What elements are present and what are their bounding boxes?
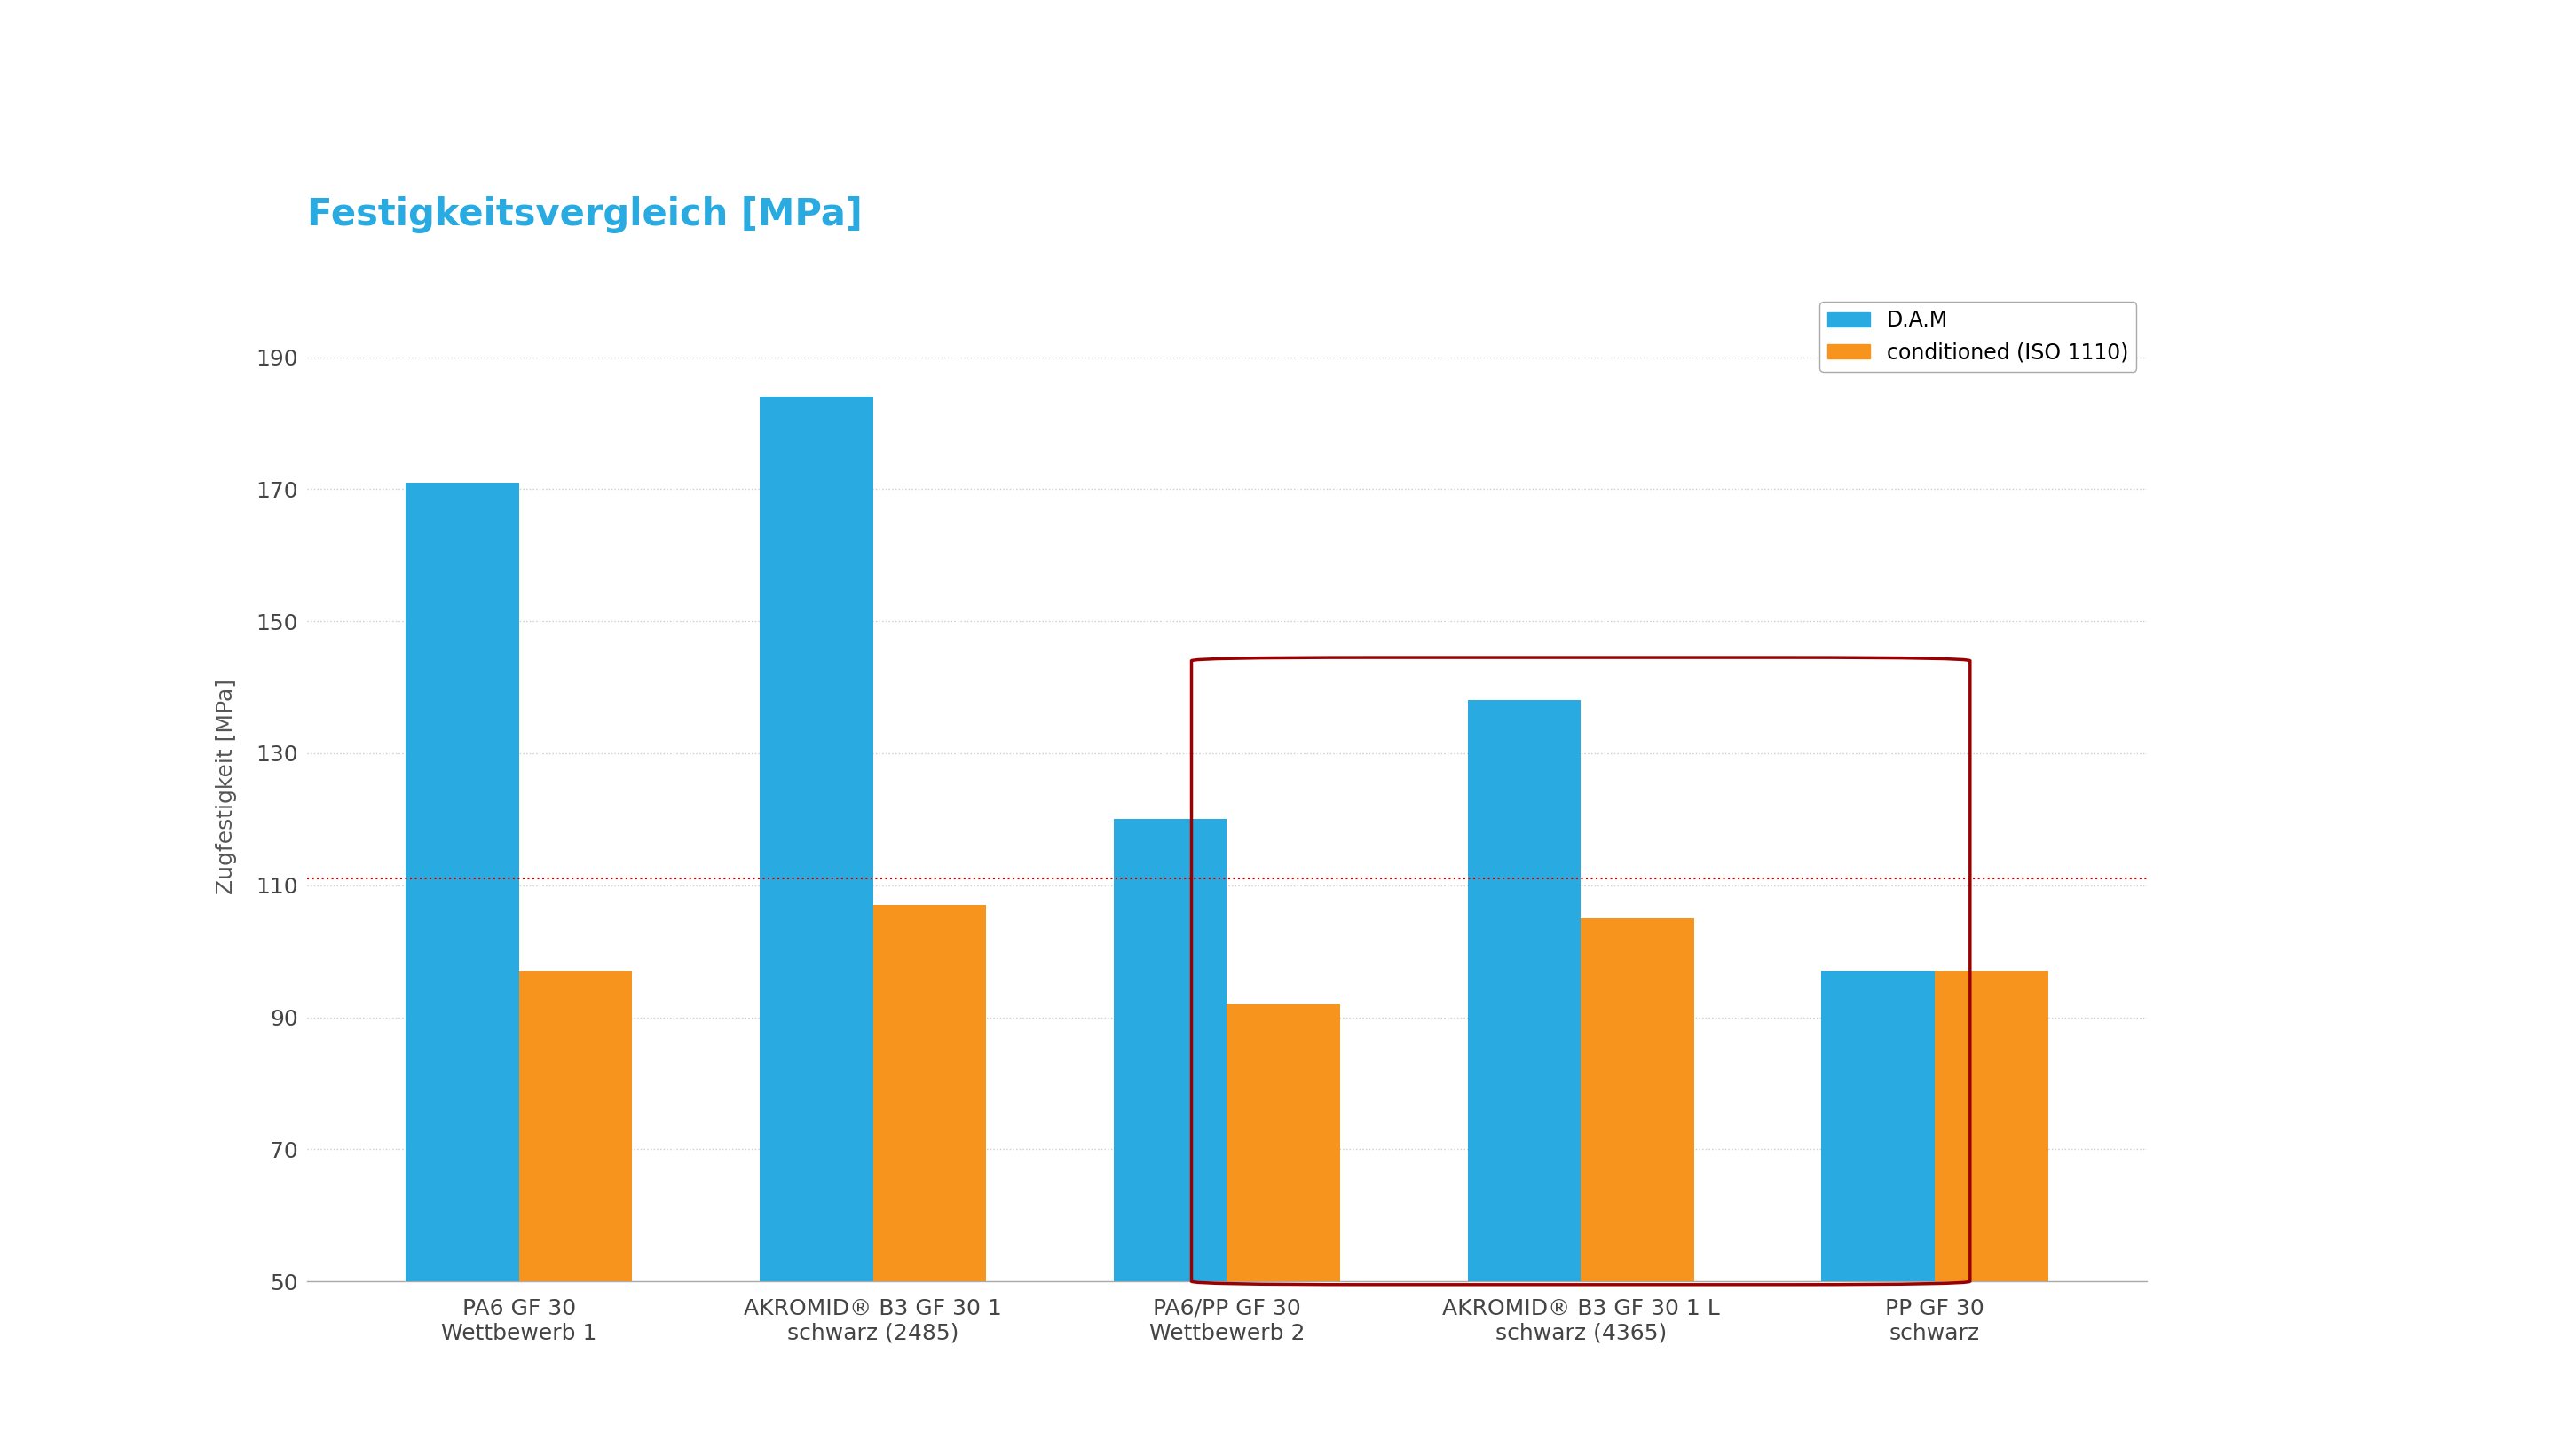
Bar [874, 906, 987, 1456]
Legend: D.A.M, conditioned (ISO 1110): D.A.M, conditioned (ISO 1110) [1820, 301, 2137, 371]
Text: Festigkeitsvergleich [MPa]: Festigkeitsvergleich [MPa] [307, 195, 861, 233]
Bar [1227, 1005, 1339, 1456]
Bar [519, 971, 631, 1456]
Y-axis label: Zugfestigkeit [MPa]: Zugfestigkeit [MPa] [217, 678, 238, 894]
Bar [1467, 700, 1580, 1456]
Bar [1822, 971, 1935, 1456]
Bar [1935, 971, 2047, 1456]
Bar [1114, 820, 1227, 1456]
Bar [1580, 919, 1695, 1456]
Bar [759, 397, 874, 1456]
Bar [406, 482, 519, 1456]
